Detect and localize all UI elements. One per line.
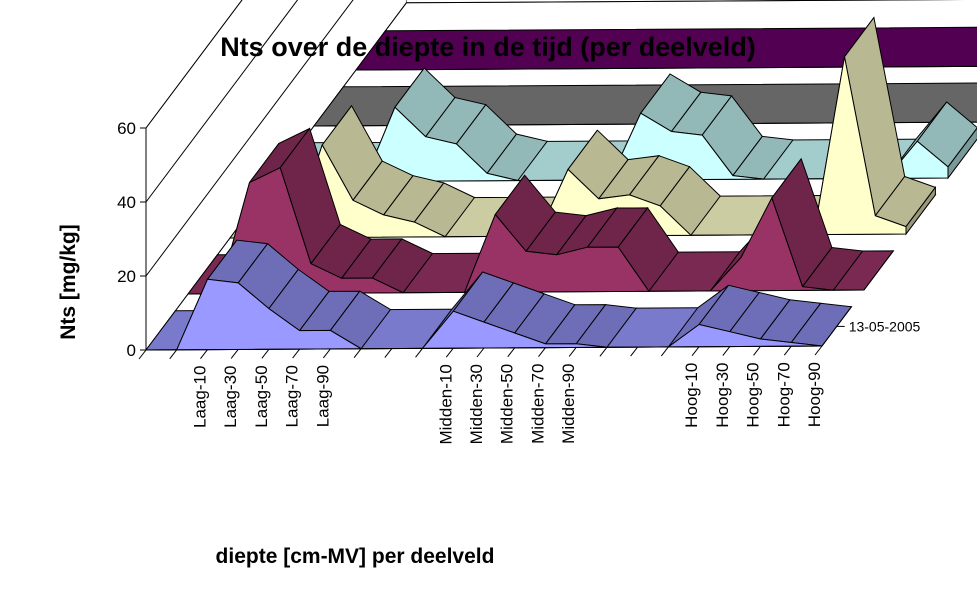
x-tick-mark	[507, 347, 516, 358]
series-axis-labels: 13-05-200530-11-2006	[836, 318, 921, 334]
x-tick-mark	[200, 349, 208, 359]
gridline	[145, 0, 354, 277]
x-tick-mark	[230, 349, 239, 359]
x-tick-mark	[722, 346, 731, 356]
x-tick-mark	[415, 348, 423, 358]
x-tick-label: Hoog-50	[744, 362, 763, 427]
x-tick-mark	[691, 346, 700, 357]
x-tick-mark	[538, 347, 546, 357]
chart-title: Nts over de diepte in de tijd (per deelv…	[220, 32, 756, 62]
x-tick-mark	[445, 347, 454, 358]
gridline	[145, 0, 299, 203]
x-tick-label: Laag-30	[221, 366, 240, 428]
x-tick-mark	[476, 347, 485, 358]
x-tick-label: Midden-10	[436, 364, 455, 444]
series-6	[354, 26, 977, 71]
x-tick-label: Midden-70	[529, 364, 548, 444]
x-tick-mark	[322, 348, 331, 359]
x-tick-label: Hoog-10	[682, 363, 701, 428]
series-area	[355, 65, 977, 71]
x-tick-label: Laag-50	[252, 365, 271, 427]
x-tick-mark	[568, 347, 577, 357]
y-tick-label: 40	[117, 193, 136, 212]
x-tick-mark	[169, 349, 178, 360]
x-tick-mark	[138, 349, 147, 360]
x-tick-label: Hoog-70	[774, 362, 793, 427]
x-tick-mark	[753, 346, 761, 356]
x-tick-label: Hoog-30	[713, 363, 732, 428]
y-tick-label: 0	[127, 341, 136, 360]
x-tick-mark	[384, 348, 393, 358]
x-tick-mark	[630, 346, 639, 357]
x-tick-mark	[292, 348, 301, 359]
series-axis-label: 13-05-2005	[849, 318, 921, 334]
y-axis-ticks: 0 20 40 60	[117, 119, 147, 360]
x-tick-mark	[814, 345, 823, 356]
gridline	[145, 0, 243, 129]
x-tick-label: Midden-30	[467, 364, 486, 444]
x-tick-mark	[660, 346, 669, 357]
x-tick-label: Midden-90	[559, 364, 578, 444]
x-axis-title: diepte [cm-MV] per deelveld	[216, 545, 495, 568]
x-tick-mark	[261, 348, 270, 359]
series-end-cap	[821, 306, 852, 347]
x-tick-label: Laag-90	[313, 365, 332, 427]
x-tick-label: Hoog-90	[805, 362, 824, 427]
y-axis-title: Nts [mg/kg]	[57, 224, 80, 340]
series-end-cap	[863, 250, 894, 291]
x-tick-label: Laag-70	[283, 365, 302, 427]
x-tick-label: Laag-10	[191, 366, 210, 428]
x-axis-ticks: Laag-10 Laag-30 Laag-50 Laag-70 Laag-90 Midde…	[138, 345, 824, 445]
x-tick-mark	[599, 346, 608, 357]
x-tick-label: Midden-50	[498, 364, 517, 444]
x-tick-mark	[353, 348, 362, 359]
y-tick-label: 20	[117, 267, 136, 286]
series-area	[145, 278, 823, 351]
y-tick-label: 60	[117, 119, 136, 138]
x-tick-mark	[783, 345, 792, 356]
